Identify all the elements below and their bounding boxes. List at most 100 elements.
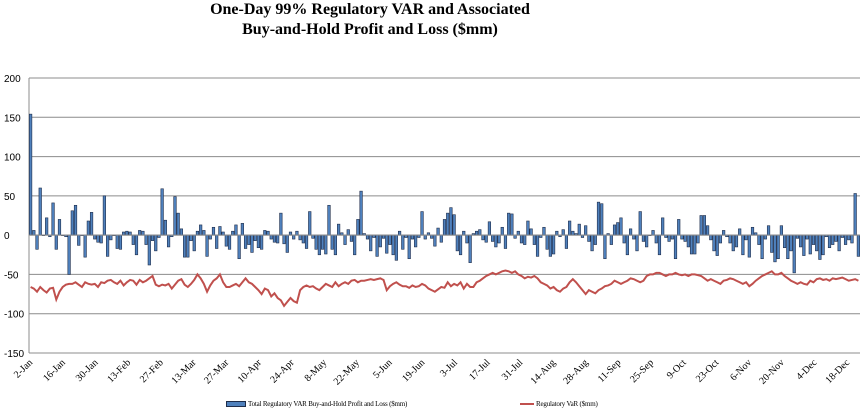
x-tick-label: 18-Dec bbox=[824, 357, 853, 386]
pnl-bar bbox=[561, 229, 565, 236]
pnl-bar bbox=[263, 230, 267, 236]
pnl-bar bbox=[802, 234, 806, 256]
pnl-bar bbox=[439, 234, 443, 243]
pnl-bar bbox=[144, 234, 148, 245]
pnl-bar bbox=[320, 234, 325, 250]
pnl-bar bbox=[519, 234, 524, 244]
x-tick-label: 11-Sep bbox=[596, 357, 624, 385]
pnl-bar bbox=[850, 234, 854, 244]
legend-item-pnl: Total Regulatory VAR Buy-and-Hold Profit… bbox=[226, 400, 407, 408]
pnl-bar bbox=[677, 219, 681, 236]
x-tick-label: 14-Aug bbox=[529, 357, 558, 386]
pnl-bar bbox=[516, 230, 520, 236]
pnl-bar bbox=[478, 229, 482, 236]
pnl-bar bbox=[234, 224, 238, 236]
pnl-bar bbox=[811, 234, 816, 245]
pnl-bar bbox=[744, 234, 748, 241]
pnl-bar bbox=[808, 234, 812, 255]
pnl-bar bbox=[86, 220, 90, 236]
pnl-bar bbox=[282, 234, 286, 245]
pnl-bar bbox=[584, 225, 588, 236]
pnl-bar bbox=[192, 234, 196, 252]
pnl-bar bbox=[243, 234, 248, 249]
pnl-bar bbox=[696, 234, 700, 244]
pnl-bar bbox=[722, 230, 726, 236]
pnl-bar bbox=[834, 234, 838, 242]
x-tick-label: 31-Jul bbox=[500, 357, 526, 383]
pnl-bar bbox=[314, 234, 318, 250]
x-tick-label: 8-May bbox=[303, 357, 330, 384]
pnl-bar bbox=[388, 234, 392, 245]
pnl-bar bbox=[237, 234, 241, 260]
pnl-bar bbox=[353, 234, 357, 256]
legend-label-var: Regulatory VaR ($mm) bbox=[536, 400, 598, 408]
pnl-bar bbox=[657, 234, 662, 256]
pnl-bar bbox=[548, 234, 552, 257]
pnl-bar bbox=[773, 234, 777, 263]
x-tick-label: 13-Feb bbox=[105, 357, 133, 385]
pnl-bar bbox=[603, 234, 607, 260]
var-line bbox=[30, 269, 859, 308]
pnl-bar bbox=[394, 234, 398, 261]
x-tick-label: 28-Aug bbox=[561, 357, 590, 386]
x-tick-label: 30-Jan bbox=[74, 357, 101, 384]
pnl-bar bbox=[535, 234, 540, 257]
pnl-bar bbox=[799, 234, 803, 248]
pnl-bar bbox=[645, 234, 649, 248]
pnl-bar bbox=[712, 234, 716, 252]
y-tick-label: 100 bbox=[4, 153, 21, 164]
x-tick-label: 13-Mar bbox=[170, 357, 199, 386]
pnl-bar bbox=[564, 234, 569, 249]
pnl-bar bbox=[227, 234, 232, 250]
pnl-bar bbox=[298, 234, 302, 241]
pnl-bar bbox=[577, 223, 581, 236]
pnl-bar bbox=[632, 234, 636, 240]
pnl-bar bbox=[831, 234, 835, 245]
pnl-bar bbox=[211, 226, 216, 236]
pnl-bar bbox=[500, 226, 504, 236]
pnl-bar bbox=[378, 234, 382, 248]
pnl-bar bbox=[173, 196, 177, 236]
pnl-bar bbox=[279, 212, 283, 236]
pnl-bar bbox=[766, 225, 771, 236]
pnl-bar bbox=[317, 234, 321, 256]
pnl-bar bbox=[147, 234, 151, 266]
pnl-bar bbox=[568, 220, 572, 236]
chart-title-line-2: Buy-and-Hold Profit and Loss ($mm) bbox=[242, 21, 498, 38]
pnl-bar bbox=[231, 230, 235, 236]
pnl-bar bbox=[301, 234, 305, 244]
pnl-bar bbox=[250, 234, 254, 253]
pnl-bar bbox=[590, 234, 594, 252]
pnl-bar bbox=[266, 230, 270, 236]
pnl-bar bbox=[73, 204, 78, 236]
pnl-bar bbox=[625, 234, 629, 256]
pnl-bar bbox=[741, 234, 745, 256]
pnl-bar bbox=[815, 234, 819, 252]
pnl-bar bbox=[32, 230, 36, 236]
pnl-bar bbox=[57, 219, 62, 236]
pnl-bar bbox=[195, 230, 200, 236]
pnl-bar bbox=[693, 234, 697, 255]
pnl-bar bbox=[134, 234, 139, 256]
pnl-bar bbox=[93, 234, 97, 240]
pnl-bar bbox=[349, 234, 354, 242]
pnl-bar bbox=[770, 234, 774, 253]
pnl-bar bbox=[718, 234, 723, 244]
pnl-bar bbox=[215, 234, 219, 249]
pnl-bar bbox=[465, 234, 469, 244]
pnl-bar bbox=[45, 217, 49, 236]
pnl-bar bbox=[596, 201, 601, 236]
pnl-bar bbox=[776, 234, 780, 260]
pnl-bar bbox=[260, 234, 264, 250]
pnl-bar bbox=[702, 215, 706, 236]
pnl-bar bbox=[529, 228, 533, 236]
pnl-bar bbox=[468, 234, 472, 263]
pnl-bar bbox=[667, 234, 671, 242]
pnl-bar bbox=[247, 234, 251, 245]
pnl-bar bbox=[612, 224, 617, 236]
pnl-bar bbox=[487, 221, 492, 236]
pnl-bar bbox=[738, 228, 742, 236]
pnl-bar bbox=[29, 113, 33, 236]
pnl-bar bbox=[673, 234, 678, 260]
